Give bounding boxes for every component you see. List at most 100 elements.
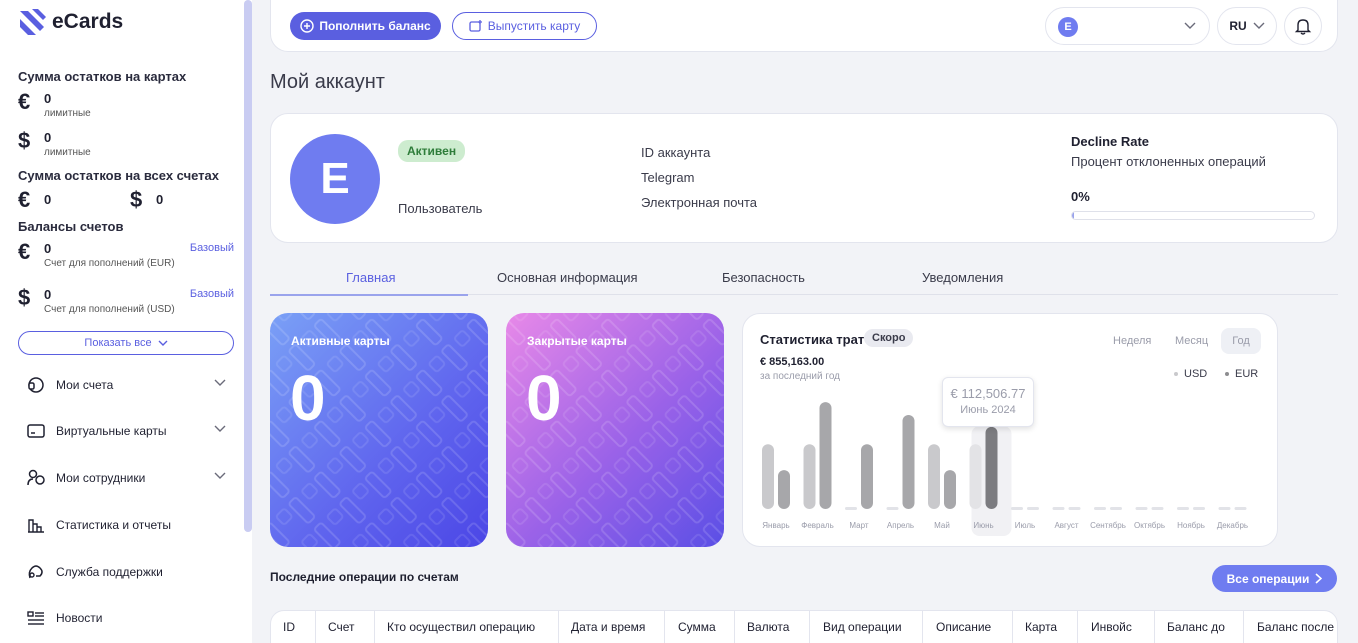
cards-total-eur-value: 0 bbox=[44, 91, 52, 106]
balance-badge: Базовый bbox=[189, 242, 234, 254]
bar-usd[interactable] bbox=[803, 444, 816, 509]
bar-eur[interactable] bbox=[1151, 507, 1164, 510]
issue-card-button[interactable]: Выпустить карту bbox=[452, 12, 597, 40]
euro-icon: € bbox=[18, 187, 31, 212]
column-header[interactable]: Дата и время bbox=[571, 620, 646, 634]
active-cards-tile[interactable]: Активные карты 0 bbox=[270, 313, 488, 547]
bar-eur[interactable] bbox=[1068, 507, 1081, 510]
topup-button[interactable]: Пополнить баланс bbox=[290, 12, 441, 40]
bar-usd[interactable] bbox=[886, 507, 899, 510]
bar-usd[interactable] bbox=[969, 444, 982, 509]
column-header[interactable]: Кто осуществил операцию bbox=[387, 620, 536, 634]
cards-total-usd-value: 0 bbox=[44, 130, 52, 145]
tab-main[interactable]: Главная bbox=[346, 270, 396, 285]
closed-cards-tile[interactable]: Закрытые карты 0 bbox=[506, 313, 724, 547]
balance-item[interactable]: € 0 Счет для пополнений (EUR) bbox=[18, 241, 175, 271]
notifications-button[interactable] bbox=[1284, 7, 1322, 45]
bar-usd[interactable] bbox=[1094, 507, 1106, 510]
nav-virtual-cards[interactable]: Виртуальные карты bbox=[26, 419, 226, 443]
bar-eur[interactable] bbox=[1027, 507, 1039, 510]
bar-eur[interactable] bbox=[902, 415, 915, 509]
column-header[interactable]: Описание bbox=[936, 620, 992, 634]
logo[interactable]: eCards bbox=[18, 7, 123, 37]
bar-usd[interactable] bbox=[1177, 507, 1189, 510]
telegram-label: Telegram bbox=[641, 170, 695, 185]
card-icon bbox=[27, 424, 45, 438]
card-plus-icon bbox=[469, 20, 482, 32]
column-header[interactable]: Баланс до bbox=[1167, 620, 1225, 634]
avatar: E bbox=[290, 134, 380, 224]
sidebar: eCards Сумма остатков на картах € 0 лими… bbox=[0, 0, 252, 643]
nav-news[interactable]: Новости bbox=[26, 606, 226, 630]
bar-eur[interactable] bbox=[778, 470, 790, 509]
language-select[interactable]: RU bbox=[1217, 7, 1277, 45]
balance-item[interactable]: $ 0 Счет для пополнений (USD) bbox=[18, 287, 175, 317]
x-tick-label: Июнь bbox=[973, 521, 993, 530]
bar-usd[interactable] bbox=[1135, 507, 1148, 510]
bar-eur[interactable] bbox=[861, 444, 873, 509]
sidebar-scrollbar[interactable] bbox=[244, 0, 252, 532]
column-header[interactable]: Счет bbox=[328, 620, 355, 634]
column-header[interactable]: Баланс после bbox=[1257, 620, 1335, 634]
column-header[interactable]: Валюта bbox=[747, 620, 790, 634]
column-divider bbox=[922, 611, 923, 643]
active-cards-count: 0 bbox=[290, 362, 326, 434]
bar-eur[interactable] bbox=[1234, 507, 1247, 510]
active-cards-label: Активные карты bbox=[291, 334, 390, 348]
column-divider bbox=[1077, 611, 1078, 643]
bar-eur[interactable] bbox=[1110, 507, 1122, 510]
column-divider bbox=[558, 611, 559, 643]
nav-label: Мои счета bbox=[56, 378, 114, 392]
bar-eur[interactable] bbox=[1193, 507, 1205, 510]
accounts-total-title: Сумма остатков на всех счетах bbox=[18, 168, 220, 183]
account-select[interactable]: E bbox=[1045, 7, 1210, 45]
bell-icon bbox=[1294, 19, 1312, 35]
tab-general-info[interactable]: Основная информация bbox=[497, 270, 638, 285]
nav-employees[interactable]: Мои сотрудники bbox=[26, 466, 226, 490]
tab-notifications[interactable]: Уведомления bbox=[922, 270, 1004, 285]
bar-usd[interactable] bbox=[1011, 507, 1023, 510]
period-week[interactable]: Неделя bbox=[1113, 335, 1152, 347]
column-header[interactable]: Карта bbox=[1025, 620, 1058, 634]
bar-usd[interactable] bbox=[1052, 507, 1065, 510]
decline-rate-subtitle: Процент отклоненных операций bbox=[1071, 154, 1266, 169]
nav-my-accounts[interactable]: Мои счета bbox=[26, 373, 226, 397]
bar-eur[interactable] bbox=[985, 426, 998, 509]
bar-eur[interactable] bbox=[944, 470, 956, 509]
column-header[interactable]: Вид операции bbox=[823, 620, 902, 634]
column-divider bbox=[664, 611, 665, 643]
nav-support[interactable]: Служба поддержки bbox=[26, 560, 226, 584]
bar-usd[interactable] bbox=[928, 444, 940, 509]
operations-title: Последние операции по счетам bbox=[270, 570, 459, 584]
account-id-label: ID аккаунта bbox=[641, 145, 711, 160]
bar-usd[interactable] bbox=[845, 507, 857, 510]
period-month[interactable]: Месяц bbox=[1175, 335, 1209, 347]
nav-statistics[interactable]: Статистика и отчеты bbox=[26, 513, 226, 537]
chevron-down-icon bbox=[214, 379, 226, 386]
x-tick-label: Ноябрь bbox=[1177, 521, 1205, 530]
column-header[interactable]: Инвойс bbox=[1091, 620, 1132, 634]
show-all-label: Показать все bbox=[84, 337, 152, 349]
euro-icon: € bbox=[18, 89, 31, 114]
column-header[interactable]: ID bbox=[283, 620, 295, 634]
column-divider bbox=[1243, 611, 1244, 643]
legend-label: USD bbox=[1184, 368, 1208, 380]
accounts-total-eur: € 0 bbox=[18, 189, 51, 211]
tab-security[interactable]: Безопасность bbox=[722, 270, 805, 285]
dollar-icon: $ bbox=[18, 128, 31, 153]
balance-sub: Счет для пополнений (USD) bbox=[44, 304, 175, 315]
column-header[interactable]: Сумма bbox=[678, 620, 716, 634]
balance-badge: Базовый bbox=[189, 288, 234, 300]
x-tick-label: Апрель bbox=[887, 521, 914, 530]
period-year[interactable]: Год bbox=[1221, 328, 1261, 354]
legend-eur: EUR bbox=[1225, 368, 1258, 380]
top-bar: Пополнить баланс Выпустить карту E RU bbox=[270, 0, 1338, 52]
column-divider bbox=[1154, 611, 1155, 643]
balance-value: 0 bbox=[44, 241, 52, 256]
bar-usd[interactable] bbox=[762, 444, 774, 509]
show-all-button[interactable]: Показать все bbox=[18, 331, 234, 355]
bar-usd[interactable] bbox=[1218, 507, 1231, 510]
news-icon bbox=[27, 611, 44, 625]
all-operations-button[interactable]: Все операции bbox=[1212, 565, 1337, 592]
bar-eur[interactable] bbox=[819, 402, 832, 509]
